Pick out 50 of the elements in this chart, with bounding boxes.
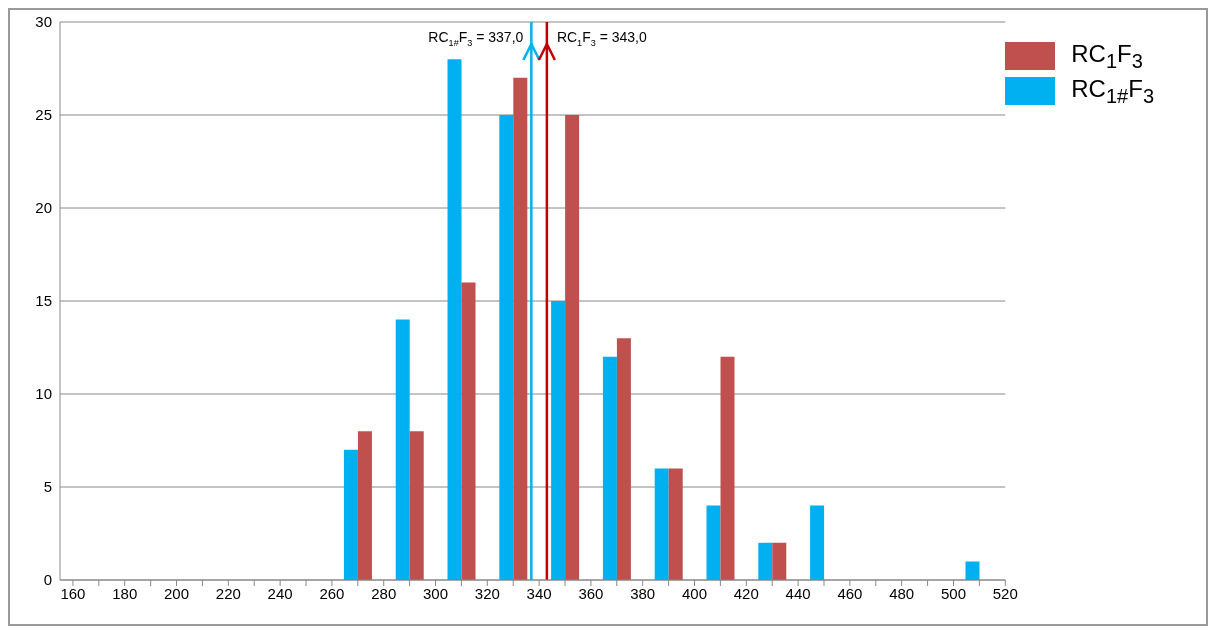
x-tick-label: 440 [785,584,811,602]
x-tick-label: 340 [526,584,552,602]
bar [758,542,773,580]
bar [461,282,476,580]
bar [357,431,372,580]
ref-line-label: RC$_{1}$F$_{3}$ = 343,0 [556,29,648,48]
bar [706,505,721,580]
x-tick-label: 480 [889,584,915,602]
x-tick-label: 500 [940,584,966,602]
bar [720,356,735,580]
x-tick-label: 360 [578,584,604,602]
bar [602,356,617,580]
bar [965,561,980,580]
x-tick-label: 160 [60,584,86,602]
y-tick-label: 20 [35,199,52,217]
x-tick-label: 180 [112,584,138,602]
x-tick-label: 280 [371,584,397,602]
x-tick-label: 460 [837,584,863,602]
x-tick-label: 320 [474,584,500,602]
bar [772,542,787,580]
x-tick-label: 220 [215,584,241,602]
bar [447,59,462,580]
bar [409,431,424,580]
y-tick-label: 30 [35,13,52,31]
legend-label: RC$_{1}$F$_{3}$ [1071,40,1143,73]
bar [616,338,631,580]
x-tick-label: 380 [630,584,656,602]
bar [395,319,410,580]
x-tick-label: 300 [423,584,449,602]
bar [668,468,683,580]
x-tick-label: 240 [267,584,293,602]
bar [654,468,669,580]
x-tick-label: 260 [319,584,345,602]
legend-label: RC$_{1#}$F$_{3}$ [1071,74,1154,108]
y-tick-label: 5 [43,478,52,496]
bar [343,449,358,580]
y-tick-label: 25 [35,106,52,124]
bar [513,77,528,580]
bar [810,505,825,580]
x-tick-label: 520 [992,584,1018,602]
x-tick-label: 400 [681,584,708,602]
x-tick-label: 420 [733,584,759,602]
y-tick-label: 0 [43,571,52,589]
x-tick-label: 200 [164,584,190,602]
ref-line-label: RC$_{1#}$F$_{3}$ = 337,0 [428,29,524,48]
bar [565,115,580,580]
bar [551,301,566,580]
bar [499,115,514,580]
y-tick-label: 15 [35,292,52,310]
y-tick-label: 10 [35,385,52,403]
